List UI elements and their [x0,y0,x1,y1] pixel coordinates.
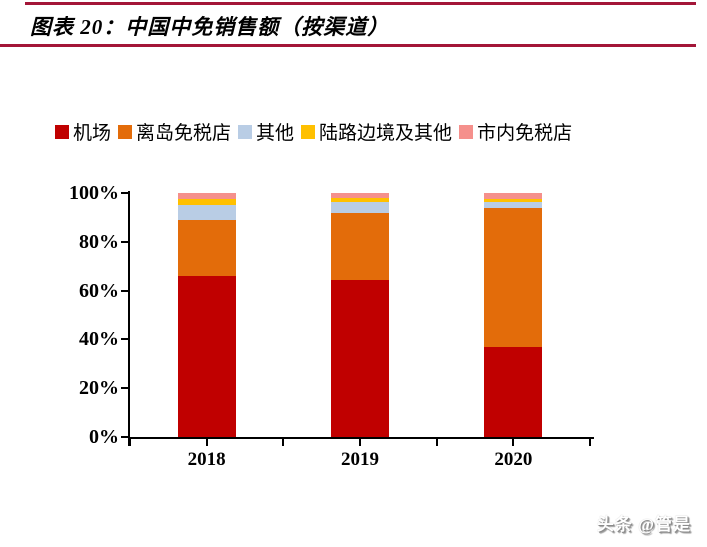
x-axis-tick [512,439,515,446]
y-axis-tick-label: 60% [79,279,119,302]
legend-swatch-icon [459,124,474,139]
legend-swatch-icon [55,124,69,139]
bar-segment-2018-series3 [177,198,236,205]
bar-segment-2020-series1 [484,207,543,347]
bar-segment-2020-series0 [484,346,543,437]
x-axis-category-label: 2020 [494,449,533,470]
y-axis-tick-label: 20% [79,377,119,400]
legend-item: 市内免税店 [459,118,572,145]
bar-segment-2020-series2 [484,202,543,208]
legend-label: 陆路边境及其他 [319,123,453,144]
title-top-rule [25,2,696,5]
x-axis-tick [589,439,591,446]
title-bottom-rule [0,44,696,47]
watermark: 头条 @管是 [596,515,691,534]
y-axis-line [128,191,130,446]
legend-swatch-icon [238,124,253,139]
legend-item: 离岛免税店 [118,118,231,145]
y-axis-tick-label: 40% [79,328,119,351]
legend-swatch-icon [118,124,133,139]
bar-segment-2020-series4 [484,193,543,199]
y-axis-tick-label: 80% [79,230,119,253]
legend-label: 机场 [73,123,112,144]
x-axis-tick [205,439,208,446]
x-axis-tick [435,439,438,446]
legend-swatch-icon [301,124,316,139]
chart-title: 图表 20：中国中免销售额（按渠道） [30,15,390,39]
y-axis-tick-label: 100% [69,182,119,204]
legend-item: 陆路边境及其他 [301,118,452,145]
x-axis-category-label: 2018 [187,449,226,470]
x-axis-tick [359,439,361,446]
y-axis-tick [121,387,128,390]
legend-label: 其他 [256,123,295,144]
bar-segment-2019-series2 [331,201,389,213]
y-axis-tick [121,192,128,194]
y-axis-tick-label: 0% [89,426,119,448]
bar-segment-2018-series2 [177,204,236,220]
y-axis-tick [121,240,128,243]
legend-item: 机场 [55,118,111,145]
y-axis-tick [121,436,128,438]
x-axis-line [128,437,594,439]
bar-segment-2019-series1 [331,212,389,280]
bar-segment-2019-series0 [331,279,389,437]
y-axis-tick [121,289,128,292]
bar-segment-2018-series0 [177,275,236,437]
bar-segment-2020-series3 [484,198,543,203]
bar-segment-2019-series3 [331,197,389,202]
legend-item: 其他 [238,118,294,145]
chart-legend: 机场 离岛免税店 其他 陆路边境及其他 市内免税店 [55,118,579,145]
x-axis-tick [129,439,131,446]
legend-label: 离岛免税店 [136,123,232,144]
x-axis-tick [282,439,285,446]
bar-segment-2019-series4 [331,193,389,198]
bar-segment-2018-series1 [177,219,236,276]
y-axis-tick [121,338,128,341]
x-axis-category-label: 2019 [341,449,379,470]
bar-segment-2018-series4 [177,193,236,199]
legend-label: 市内免税店 [477,123,573,144]
